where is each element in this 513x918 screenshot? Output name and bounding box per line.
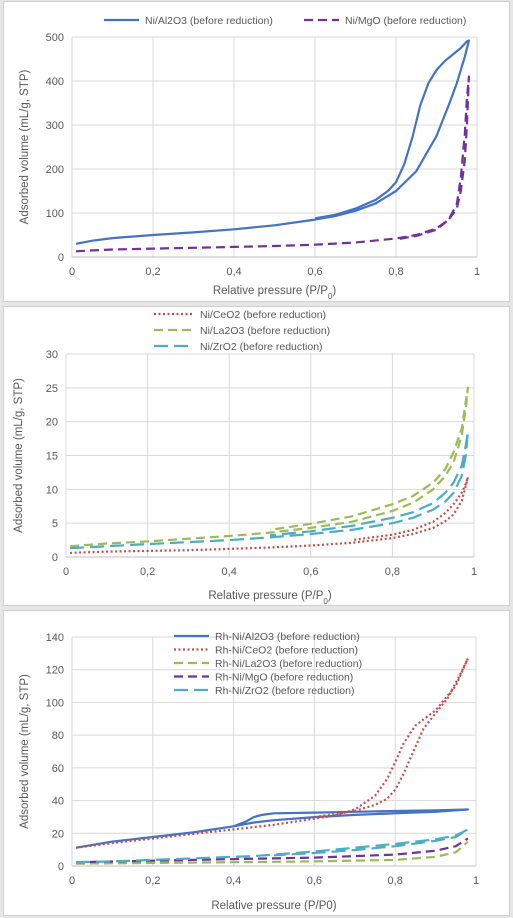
legend-label: Rh-Ni/Al2O3 (before reduction)	[215, 631, 360, 643]
x-tick-label: 0,4	[226, 266, 241, 278]
y-tick-label: 300	[46, 120, 64, 132]
legend-label: Rh-Ni/ZrO2 (before reduction)	[215, 685, 354, 697]
series-line-0	[75, 808, 469, 849]
legend: Rh-Ni/Al2O3 (before reduction) Rh-Ni/CeO2…	[174, 631, 362, 697]
y-tick-label: 20	[46, 417, 58, 429]
grid	[65, 353, 475, 558]
y-tick-label: 0	[52, 552, 58, 564]
chart-svg: 0 5 10 15 20 25 30 0 0,2 0,4 0,6 0,8 1 Adsorbed volum…	[13, 309, 477, 606]
y-tick-label: 60	[52, 763, 64, 775]
x-tick-label: 0	[63, 566, 69, 578]
y-tick-label: 400	[46, 76, 64, 88]
legend: Ni/Al2O3 (before reduction) Ni/MgO (befor…	[104, 15, 466, 27]
y-tick-label: 200	[46, 164, 64, 176]
legend-label: Ni/MgO (before reduction)	[345, 15, 466, 27]
chart-svg: 0 100 200 300 400 500 0 0,2 0,4 0,6 0,8 1 Adsorbed v…	[19, 15, 480, 301]
series-line-0	[70, 476, 469, 554]
x-tick-label: 0,2	[140, 566, 155, 578]
chart-panel-ceo2-la2o3-zro2: 0 5 10 15 20 25 30 0 0,2 0,4 0,6 0,8 1 Adsorbed volum…	[3, 306, 510, 606]
y-tick-label: 140	[46, 632, 64, 644]
x-tick-label: 0,8	[385, 566, 400, 578]
x-axis-title: Relative pressure (P/P0)	[208, 590, 332, 606]
grid	[71, 636, 477, 867]
x-tick-label: 0,2	[145, 875, 160, 887]
series-line-4	[75, 828, 469, 864]
legend-label: Ni/Al2O3 (before reduction)	[145, 15, 273, 27]
chart-panel-al2o3-mgo: 0 100 200 300 400 500 0 0,2 0,4 0,6 0,8 1 Adsorbed v…	[3, 1, 510, 302]
y-axis-title: Adsorbed volume (mL/g, STP)	[19, 674, 31, 829]
y-tick-label: 100	[46, 697, 64, 709]
x-tick-label: 1	[473, 875, 479, 887]
series-line-1	[70, 386, 469, 548]
chart-svg: 0 20 40 60 80 100 120 140 0 0,2 0,4 0,6 0,8 1 Adsorbed…	[19, 631, 479, 912]
x-tick-label: 0,6	[307, 875, 322, 887]
legend-label: Rh-Ni/MgO (before reduction)	[215, 672, 353, 684]
x-axis-title: Relative pressure (P/P0)	[211, 900, 336, 912]
x-tick-label: 0	[69, 266, 75, 278]
y-tick-label: 0	[58, 861, 64, 873]
y-tick-label: 25	[46, 383, 58, 395]
x-tick-label: 0,4	[226, 875, 241, 887]
y-tick-label: 0	[58, 252, 64, 264]
series-line-0	[75, 39, 470, 245]
y-tick-label: 30	[46, 349, 58, 361]
x-axis-title: Relative pressure (P/P0)	[213, 285, 337, 301]
x-tick-label: 0,8	[388, 875, 403, 887]
y-tick-label: 15	[46, 451, 58, 463]
x-tick-label: 1	[474, 266, 480, 278]
y-axis-title: Adsorbed volume (mL/g, STP)	[13, 378, 25, 533]
y-axis-title: Adsorbed volume (mL/g, STP)	[19, 69, 31, 224]
x-tick-label: 0,6	[303, 566, 318, 578]
chart-panel-rh-ni: 0 20 40 60 80 100 120 140 0 0,2 0,4 0,6 0,8 1 Adsorbed…	[3, 610, 510, 916]
legend-label: Rh-Ni/La2O3 (before reduction)	[215, 658, 362, 670]
series-line-2	[70, 430, 469, 550]
y-tick-label: 100	[46, 208, 64, 220]
y-tick-label: 40	[52, 796, 64, 808]
series-line-1	[75, 657, 469, 849]
legend-label: Ni/La2O3 (before reduction)	[200, 325, 330, 337]
x-tick-label: 0,4	[222, 566, 237, 578]
legend-label: Ni/ZrO2 (before reduction)	[200, 341, 323, 353]
series-line-1	[75, 75, 470, 253]
grid	[71, 36, 478, 258]
y-tick-label: 500	[46, 32, 64, 44]
x-tick-label: 0	[69, 875, 75, 887]
x-tick-label: 1	[471, 566, 477, 578]
x-tick-label: 0,2	[145, 266, 160, 278]
y-tick-label: 5	[52, 518, 58, 530]
y-tick-label: 20	[52, 828, 64, 840]
legend: Ni/CeO2 (before reduction) Ni/La2O3 (befo…	[154, 309, 330, 353]
x-tick-label: 0,6	[307, 266, 322, 278]
y-tick-label: 80	[52, 730, 64, 742]
y-tick-label: 120	[46, 665, 64, 677]
legend-label: Ni/CeO2 (before reduction)	[200, 309, 326, 321]
legend-label: Rh-Ni/CeO2 (before reduction)	[215, 645, 358, 657]
series-line-2	[75, 840, 469, 865]
y-tick-label: 10	[46, 484, 58, 496]
x-tick-label: 0,8	[388, 266, 403, 278]
